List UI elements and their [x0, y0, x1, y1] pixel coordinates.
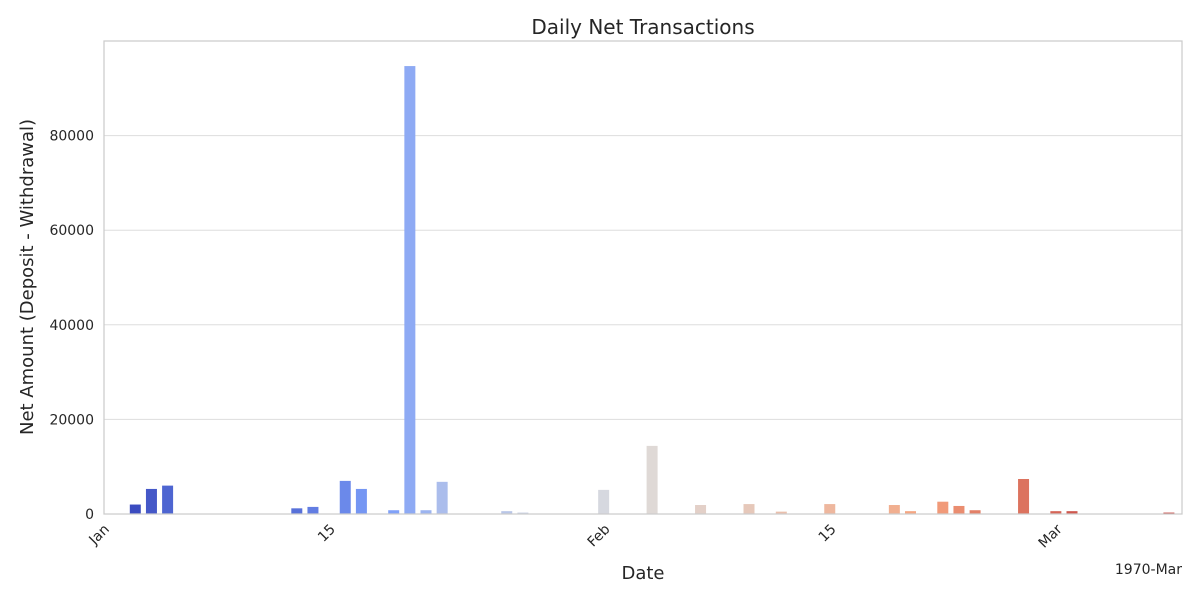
x-tick-label: 15: [315, 522, 339, 546]
bar: [598, 489, 610, 514]
bar: [129, 504, 141, 514]
bar: [1066, 511, 1078, 514]
bar: [969, 510, 981, 514]
y-axis-label: Net Amount (Deposit - Withdrawal): [17, 119, 38, 435]
x-tick-label: 15: [816, 522, 840, 546]
bar: [888, 505, 900, 514]
bar: [1163, 512, 1175, 514]
bar: [307, 506, 319, 514]
bar: [1018, 478, 1030, 514]
bar: [775, 511, 787, 514]
bar: [162, 485, 174, 514]
y-tick-label: 80000: [49, 129, 94, 145]
x-axis-label: Date: [621, 563, 664, 584]
bar: [420, 510, 432, 514]
bars: [129, 66, 1175, 514]
y-tick-label: 60000: [49, 223, 94, 239]
bar: [695, 505, 707, 514]
bar: [291, 508, 303, 514]
bar: [646, 445, 658, 514]
bar: [388, 510, 400, 514]
y-tick-labels: 0 20000 40000 60000 80000: [49, 129, 94, 523]
y-tick-label: 40000: [49, 318, 94, 334]
bar: [905, 511, 916, 514]
plot-area: [104, 41, 1182, 514]
bar: [339, 480, 351, 514]
x-tick-labels: Jan 15 Feb 15 Mar: [86, 521, 1066, 551]
bar: [404, 66, 416, 514]
bar: [824, 504, 836, 514]
bar: [743, 504, 755, 514]
x-tick-label: Feb: [585, 521, 614, 550]
plot-frame: [103, 40, 1183, 515]
bar: [937, 501, 949, 514]
y-tick-label: 20000: [49, 412, 94, 428]
chart-title: Daily Net Transactions: [531, 15, 754, 39]
bar: [953, 505, 965, 514]
x-tick-label: Mar: [1036, 521, 1066, 551]
bar: [145, 488, 157, 514]
bar: [436, 481, 448, 514]
bar: [501, 511, 513, 514]
x-tick-label: Jan: [86, 522, 113, 549]
y-tick-label: 0: [85, 507, 94, 523]
bar: [355, 488, 367, 514]
x-offset-label: 1970-Mar: [1115, 562, 1182, 578]
bar: [1050, 511, 1062, 514]
bar: [517, 512, 529, 514]
